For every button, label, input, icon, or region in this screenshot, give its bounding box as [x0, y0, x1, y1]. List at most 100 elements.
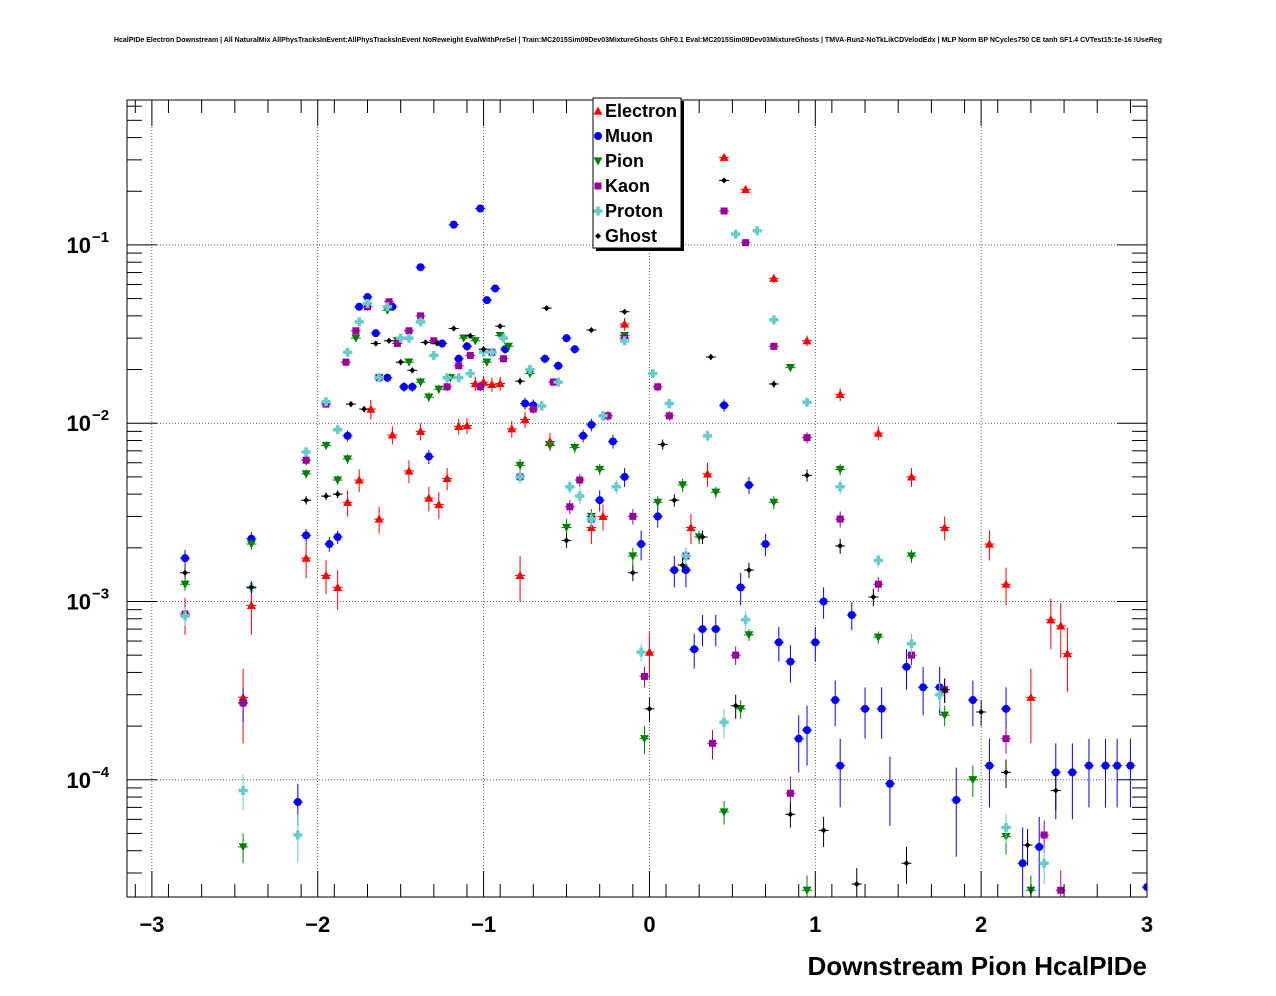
data-point: [802, 336, 812, 345]
data-point: [393, 339, 401, 347]
data-point: [302, 456, 310, 464]
legend-marker: [595, 233, 601, 239]
data-point: [1056, 621, 1066, 630]
data-point: [248, 584, 255, 591]
data-point: [769, 315, 779, 325]
x-tick-label: 0: [643, 912, 655, 937]
data-point: [404, 358, 414, 367]
data-point: [343, 455, 353, 464]
data-point: [321, 397, 331, 407]
data-point: [720, 401, 729, 410]
data-point: [861, 704, 870, 713]
data-points: [180, 152, 1147, 897]
data-point: [563, 537, 570, 544]
series-electron: [180, 152, 1073, 744]
data-point: [681, 551, 691, 561]
data-point: [873, 633, 883, 642]
data-point: [670, 566, 679, 575]
data-point: [181, 554, 190, 563]
data-point: [835, 389, 845, 399]
data-point: [371, 329, 380, 338]
data-point: [355, 302, 364, 311]
data-point: [785, 364, 795, 373]
data-point: [745, 567, 752, 574]
data-point: [820, 827, 827, 834]
data-point: [462, 421, 472, 430]
data-point: [454, 354, 463, 363]
data-point: [836, 515, 844, 523]
data-point: [744, 481, 753, 490]
data-point: [575, 491, 585, 501]
legend-entry: Ghost: [605, 226, 657, 246]
data-point: [387, 430, 397, 439]
data-point: [665, 412, 673, 420]
data-point: [238, 786, 248, 796]
data-point: [442, 373, 452, 383]
data-point: [702, 469, 712, 478]
series-ghost: [180, 177, 1061, 897]
data-point: [620, 336, 630, 346]
data-point: [333, 425, 343, 435]
data-point: [540, 354, 549, 363]
y-tick-label: 10: [67, 589, 91, 614]
data-point: [639, 735, 649, 744]
data-point: [321, 570, 331, 580]
data-point: [417, 312, 425, 320]
data-point: [497, 323, 504, 330]
data-point: [940, 523, 950, 532]
data-point: [434, 340, 441, 347]
data-point: [570, 443, 580, 453]
data-point: [1126, 761, 1135, 770]
legend-box: [592, 97, 682, 249]
data-point: [1001, 822, 1011, 832]
x-tick-label: −3: [139, 912, 164, 937]
data-point: [1084, 761, 1093, 770]
data-point: [515, 461, 525, 470]
data-point: [449, 220, 458, 229]
data-point: [906, 552, 916, 561]
data-point: [690, 645, 699, 654]
data-point: [442, 473, 452, 483]
data-point: [1101, 761, 1110, 770]
data-point: [804, 472, 810, 479]
data-point: [902, 662, 911, 671]
data-point: [654, 383, 662, 391]
data-point: [362, 298, 372, 308]
data-point: [711, 488, 721, 497]
data-point: [853, 881, 860, 888]
data-point: [774, 638, 783, 647]
series-muon: [180, 204, 1147, 897]
data-point: [374, 373, 384, 383]
legend-marker: [593, 106, 603, 115]
data-point: [301, 470, 311, 479]
data-point: [515, 472, 525, 482]
data-point: [595, 465, 605, 474]
data-point: [491, 284, 500, 293]
data-point: [507, 424, 517, 433]
data-point: [238, 843, 248, 852]
data-point: [608, 437, 617, 446]
legend-marker: [594, 132, 602, 140]
legend-marker: [594, 182, 602, 190]
data-point: [545, 441, 555, 450]
data-point: [906, 472, 916, 481]
data-point: [664, 398, 674, 408]
data-point: [636, 647, 646, 657]
data-point: [570, 345, 579, 354]
data-point: [686, 523, 696, 532]
data-point: [382, 302, 392, 312]
data-point: [361, 406, 368, 413]
data-point: [968, 696, 977, 705]
data-point: [366, 404, 376, 413]
data-point: [515, 570, 525, 580]
data-point: [293, 798, 302, 807]
data-point: [873, 428, 883, 437]
data-point: [836, 761, 845, 770]
data-point: [525, 365, 535, 375]
data-point: [811, 638, 820, 647]
data-point: [629, 569, 636, 576]
data-point: [576, 476, 584, 484]
data-point: [741, 615, 751, 625]
y-tick-exponent: −1: [92, 229, 109, 246]
